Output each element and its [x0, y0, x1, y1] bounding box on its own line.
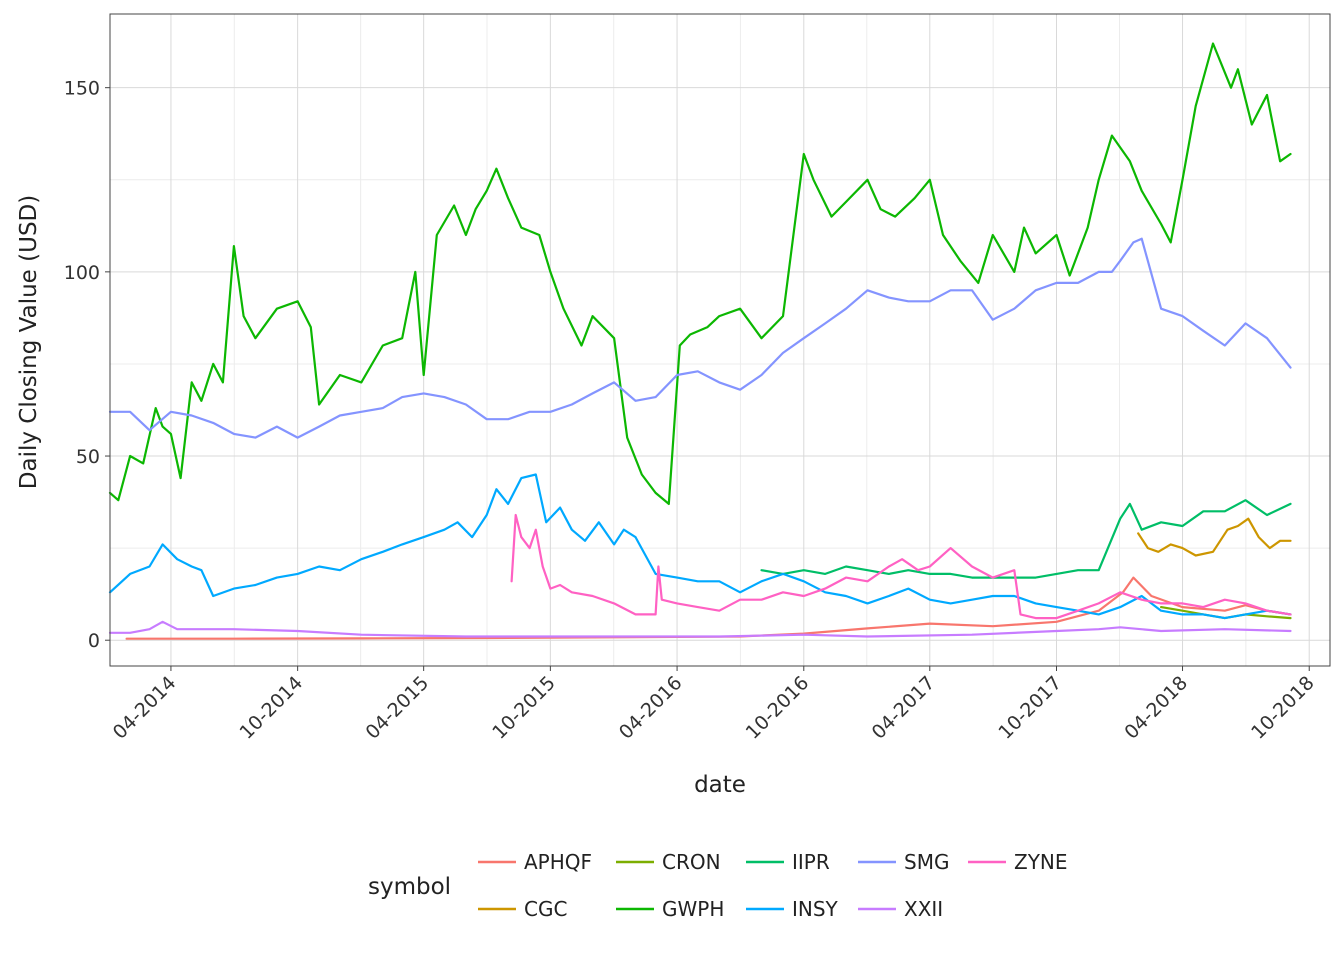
legend-label-aphqf: APHQF	[524, 850, 592, 874]
series-line-aphqf	[125, 576, 1292, 640]
y-axis: 0 50 100 150	[64, 78, 110, 652]
series-line-smg	[108, 237, 1292, 439]
y-tick-label: 50	[76, 446, 100, 468]
series-line-xxii	[108, 620, 1292, 638]
y-tick-label: 150	[64, 78, 100, 100]
plot-border	[109, 13, 1331, 667]
legend-label-cron: CRON	[662, 850, 721, 874]
y-axis-title: Daily Closing Value (USD)	[16, 195, 42, 489]
series-line-iipr	[760, 499, 1292, 579]
legend-title: symbol	[368, 874, 451, 900]
legend-label-iipr: IIPR	[792, 850, 830, 874]
legend-label-smg: SMG	[904, 850, 949, 874]
legend-label-zyne: ZYNE	[1014, 850, 1068, 874]
legend-label-insy: INSY	[792, 897, 839, 921]
series-line-insy	[108, 473, 1292, 620]
series-lines	[108, 42, 1292, 640]
minor-gridlines	[110, 14, 1330, 666]
y-tick-label: 100	[64, 262, 100, 284]
legend-label-gwph: GWPH	[662, 897, 724, 921]
series-line-zyne	[510, 513, 1292, 620]
major-gridlines	[110, 14, 1330, 666]
legend: symbol APHQF CGC CRON GWPH IIPR INSY SMG XXII ZY…	[368, 850, 1068, 921]
legend-label-cgc: CGC	[524, 897, 567, 921]
x-axis-title: date	[694, 772, 746, 798]
y-tick-label: 0	[88, 630, 100, 652]
series-line-gwph	[108, 42, 1292, 505]
legend-label-xxii: XXII	[904, 897, 943, 921]
series-line-cgc	[1137, 517, 1292, 557]
